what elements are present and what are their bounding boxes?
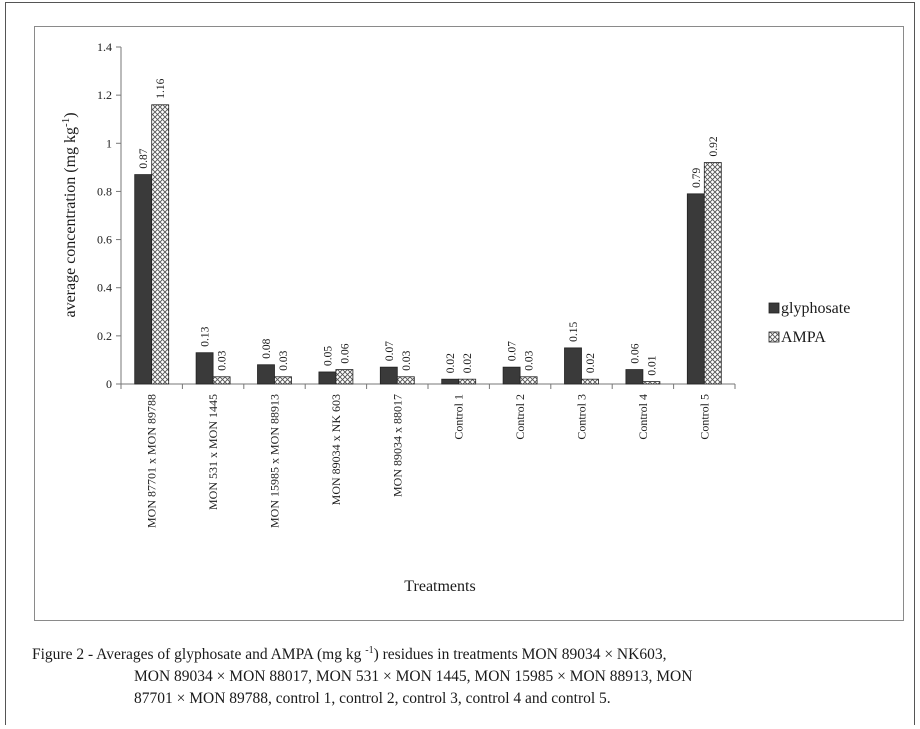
data-label-glyphosate: 0.79 (691, 167, 703, 187)
y-axis-title: average concentration (mg kg-1) (60, 112, 79, 317)
caption-line-2: MON 89034 × MON 88017, MON 531 × MON 144… (134, 668, 693, 686)
caption-line-3: 87701 × MON 89788, control 1, control 2,… (134, 690, 611, 708)
bar-glyphosate (379, 366, 398, 385)
data-label-glyphosate: 0.08 (261, 338, 273, 358)
data-label-ampa: 0.03 (278, 350, 290, 370)
data-label-ampa: 0.92 (708, 136, 720, 156)
bar-ampa (581, 378, 599, 385)
data-label-glyphosate: 0.07 (384, 341, 396, 361)
bar-glyphosate (257, 364, 275, 385)
bar-glyphosate (318, 371, 337, 385)
y-tick-label: 0.6 (97, 233, 112, 247)
figure-caption: Figure 2 - Averages of glyphosate and AM… (32, 640, 904, 710)
legend: glyphosate AMPA (768, 300, 850, 346)
y-tick-label: 0.4 (97, 281, 112, 295)
data-label-glyphosate: 0.87 (138, 148, 150, 168)
category-label: Control 4 (636, 394, 650, 440)
data-label-ampa: 0.03 (524, 350, 536, 370)
y-axis: 0 0.2 0.4 0.6 0.8 1 1.2 1.4 (97, 40, 122, 391)
bar-glyphosate (625, 369, 644, 385)
x-axis-title: Treatments (404, 578, 475, 595)
data-label-glyphosate: 0.15 (568, 322, 580, 342)
bars (134, 104, 722, 385)
legend-label-ampa: AMPA (781, 329, 826, 346)
x-axis (120, 383, 736, 389)
bar-glyphosate (564, 347, 582, 385)
legend-swatch-ampa (768, 331, 780, 343)
bar-ampa (519, 376, 538, 385)
category-label: Control 5 (697, 394, 711, 440)
category-label: MON 531 x MON 1445 (206, 394, 220, 510)
data-label-glyphosate: 0.06 (629, 343, 641, 363)
chart-area: 0 0.2 0.4 0.6 0.8 1 1.2 1.4 0.87 1.16 0.13 0.03 0.0… (34, 26, 904, 621)
bar-ampa (396, 376, 415, 385)
bar-chart: 0 0.2 0.4 0.6 0.8 1 1.2 1.4 0.87 1.16 0.13 0.03 0.0… (60, 40, 850, 595)
bar-ampa (642, 381, 661, 385)
y-tick-label: 1.4 (97, 40, 112, 54)
y-tick-label: 0.2 (97, 329, 112, 343)
bar-ampa (335, 369, 354, 385)
category-label: MON 89034 x 88017 (390, 394, 404, 497)
data-label-ampa: 0.02 (585, 353, 597, 373)
data-label-ampa: 0.01 (646, 355, 658, 375)
data-label-glyphosate: 0.05 (322, 346, 334, 366)
data-label-ampa: 1.16 (155, 78, 167, 98)
bar-glyphosate (195, 352, 214, 385)
bar-glyphosate (502, 366, 521, 385)
data-label-ampa: 0.03 (401, 350, 413, 370)
data-label-ampa: 0.02 (462, 353, 474, 373)
bar-ampa (458, 378, 477, 385)
legend-swatch-glyphosate (768, 302, 780, 314)
data-label-ampa: 0.06 (339, 343, 351, 363)
category-labels: MON 87701 x MON 89788 MON 531 x MON 1445 M… (145, 394, 712, 528)
bar-ampa (703, 162, 722, 385)
bar-ampa (212, 376, 231, 385)
caption-line-1: Figure 2 - Averages of glyphosate and AM… (32, 645, 667, 664)
y-tick-label: 1 (106, 136, 112, 150)
legend-label-glyphosate: glyphosate (781, 300, 850, 317)
data-labels: 0.87 1.16 0.13 0.03 0.08 0.03 0.05 0.06 0.07 0.03… (138, 78, 720, 375)
category-label: MON 89034 x NK 603 (329, 394, 343, 505)
data-label-ampa: 0.03 (217, 350, 229, 370)
bar-glyphosate (134, 174, 153, 385)
data-label-glyphosate: 0.02 (445, 353, 457, 373)
bar-ampa (274, 376, 292, 385)
category-label: MON 15985 x MON 88913 (268, 394, 282, 528)
data-label-glyphosate: 0.13 (200, 326, 212, 346)
data-label-glyphosate: 0.07 (507, 341, 519, 361)
y-tick-label: 1.2 (97, 88, 112, 102)
category-label: Control 2 (513, 394, 527, 440)
bar-ampa (151, 104, 170, 385)
category-label: MON 87701 x MON 89788 (145, 394, 159, 528)
y-tick-label: 0 (106, 377, 112, 391)
category-label: Control 1 (452, 394, 466, 440)
y-tick-label: 0.8 (97, 184, 112, 198)
figure-border (5, 2, 915, 725)
bar-glyphosate (686, 193, 705, 385)
category-label: Control 3 (575, 394, 589, 440)
bar-glyphosate (441, 378, 460, 385)
